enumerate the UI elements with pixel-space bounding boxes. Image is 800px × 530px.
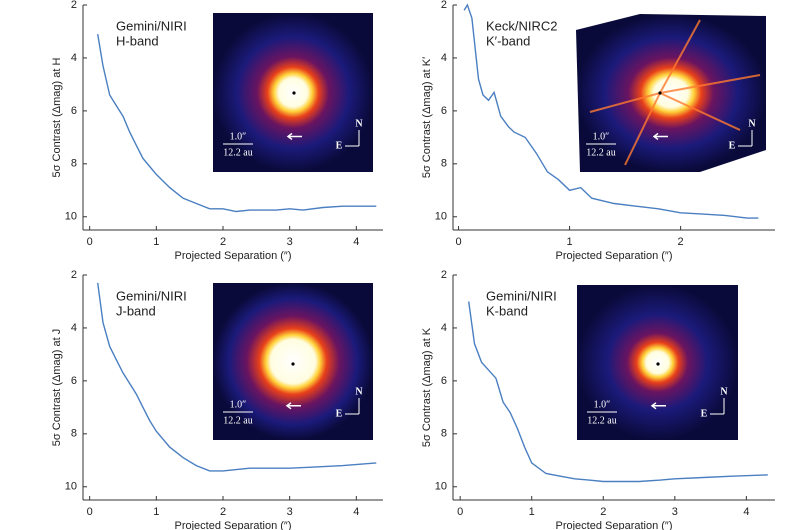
compass (710, 398, 725, 415)
y-tick-label: 6 (441, 105, 447, 117)
x-tick-label: 4 (353, 506, 359, 518)
y-tick-label: 10 (435, 481, 447, 493)
panel-label: Gemini/NIRI (116, 18, 187, 33)
north-label: N (748, 118, 756, 129)
scale-label: 1.0″ (594, 399, 611, 410)
x-axis-title: Projected Separation (″) (555, 250, 672, 262)
diffraction-spikes (589, 19, 761, 166)
y-tick-label: 4 (441, 322, 447, 334)
y-axis-title: 5σ Contrast (Δmag) at J (51, 329, 63, 446)
east-label: E (336, 408, 343, 419)
scale-label: 1.0″ (230, 399, 247, 410)
companion-arrow (286, 132, 302, 141)
x-tick-label: 0 (455, 236, 461, 248)
scale-au-label: 12.2 au (586, 147, 615, 158)
companion-arrow (285, 402, 301, 410)
companion-arrow (652, 132, 668, 141)
scale-label: 1.0″ (593, 131, 610, 142)
y-axis-title: 5σ Contrast (Δmag) at K′ (421, 57, 433, 178)
panel-label: K-band (486, 303, 528, 318)
x-tick-label: 0 (87, 506, 93, 518)
y-tick-label: 8 (441, 428, 447, 440)
north-label: N (355, 118, 363, 129)
x-tick-label: 1 (153, 236, 159, 248)
x-tick-label: 4 (353, 236, 359, 248)
x-tick-label: 0 (457, 506, 463, 518)
y-tick-label: 8 (441, 158, 447, 170)
star-marker (658, 91, 662, 95)
x-tick-label: 3 (672, 506, 678, 518)
x-tick-label: 0 (87, 236, 93, 248)
y-tick-label: 2 (441, 269, 447, 281)
y-tick-label: 2 (441, 0, 447, 11)
y-axis-title: 5σ Contrast (Δmag) at K (421, 327, 433, 447)
x-axis-title: Projected Separation (″) (174, 250, 291, 262)
y-tick-label: 8 (71, 158, 77, 170)
contrast-curve (97, 33, 377, 213)
star-marker (656, 362, 660, 366)
y-tick-label: 4 (71, 322, 77, 334)
contrast-curve (463, 3, 759, 219)
y-tick-label: 6 (71, 375, 77, 387)
star-marker (291, 362, 295, 366)
y-tick-label: 10 (65, 211, 77, 223)
compass (738, 130, 753, 147)
east-label: E (336, 140, 343, 151)
compass (345, 130, 360, 147)
insets (213, 13, 766, 440)
y-tick-label: 2 (71, 269, 77, 281)
x-tick-label: 4 (743, 506, 749, 518)
north-label: N (720, 386, 728, 397)
scale-label: 1.0″ (230, 131, 247, 142)
x-tick-label: 2 (220, 506, 226, 518)
north-label: N (355, 386, 363, 397)
star-marker (292, 91, 296, 95)
east-label: E (729, 140, 736, 151)
panel-label: Gemini/NIRI (116, 288, 187, 303)
y-axis-title: 5σ Contrast (Δmag) at H (51, 58, 63, 178)
companion-arrow (650, 402, 666, 410)
y-tick-label: 4 (71, 52, 77, 64)
contrast-curve (97, 282, 377, 472)
x-tick-label: 1 (529, 506, 535, 518)
y-tick-label: 6 (71, 105, 77, 117)
panel-label: H-band (116, 33, 159, 48)
x-tick-label: 2 (678, 236, 684, 248)
x-tick-label: 3 (287, 236, 293, 248)
scale-au-label: 12.2 au (223, 415, 252, 426)
contrast-curve (468, 301, 768, 483)
inset-image (576, 14, 766, 172)
x-tick-label: 2 (220, 236, 226, 248)
y-tick-label: 10 (65, 481, 77, 493)
east-label: E (701, 408, 708, 419)
x-axis-title: Projected Separation (″) (555, 520, 672, 530)
compass (345, 398, 360, 415)
x-tick-label: 1 (153, 506, 159, 518)
x-axis-title: Projected Separation (″) (174, 520, 291, 530)
y-tick-label: 4 (441, 52, 447, 64)
panel-label: J-band (116, 303, 156, 318)
x-tick-label: 3 (287, 506, 293, 518)
scale-au-label: 12.2 au (587, 415, 616, 426)
x-tick-label: 1 (567, 236, 573, 248)
y-tick-label: 2 (71, 0, 77, 11)
panel-label: Keck/NIRC2 (486, 18, 558, 33)
y-tick-label: 10 (435, 211, 447, 223)
panel-label: K′-band (486, 33, 530, 48)
y-tick-label: 6 (441, 375, 447, 387)
x-tick-label: 2 (600, 506, 606, 518)
scale-au-label: 12.2 au (223, 147, 252, 158)
y-tick-label: 8 (71, 428, 77, 440)
panel-label: Gemini/NIRI (486, 288, 557, 303)
